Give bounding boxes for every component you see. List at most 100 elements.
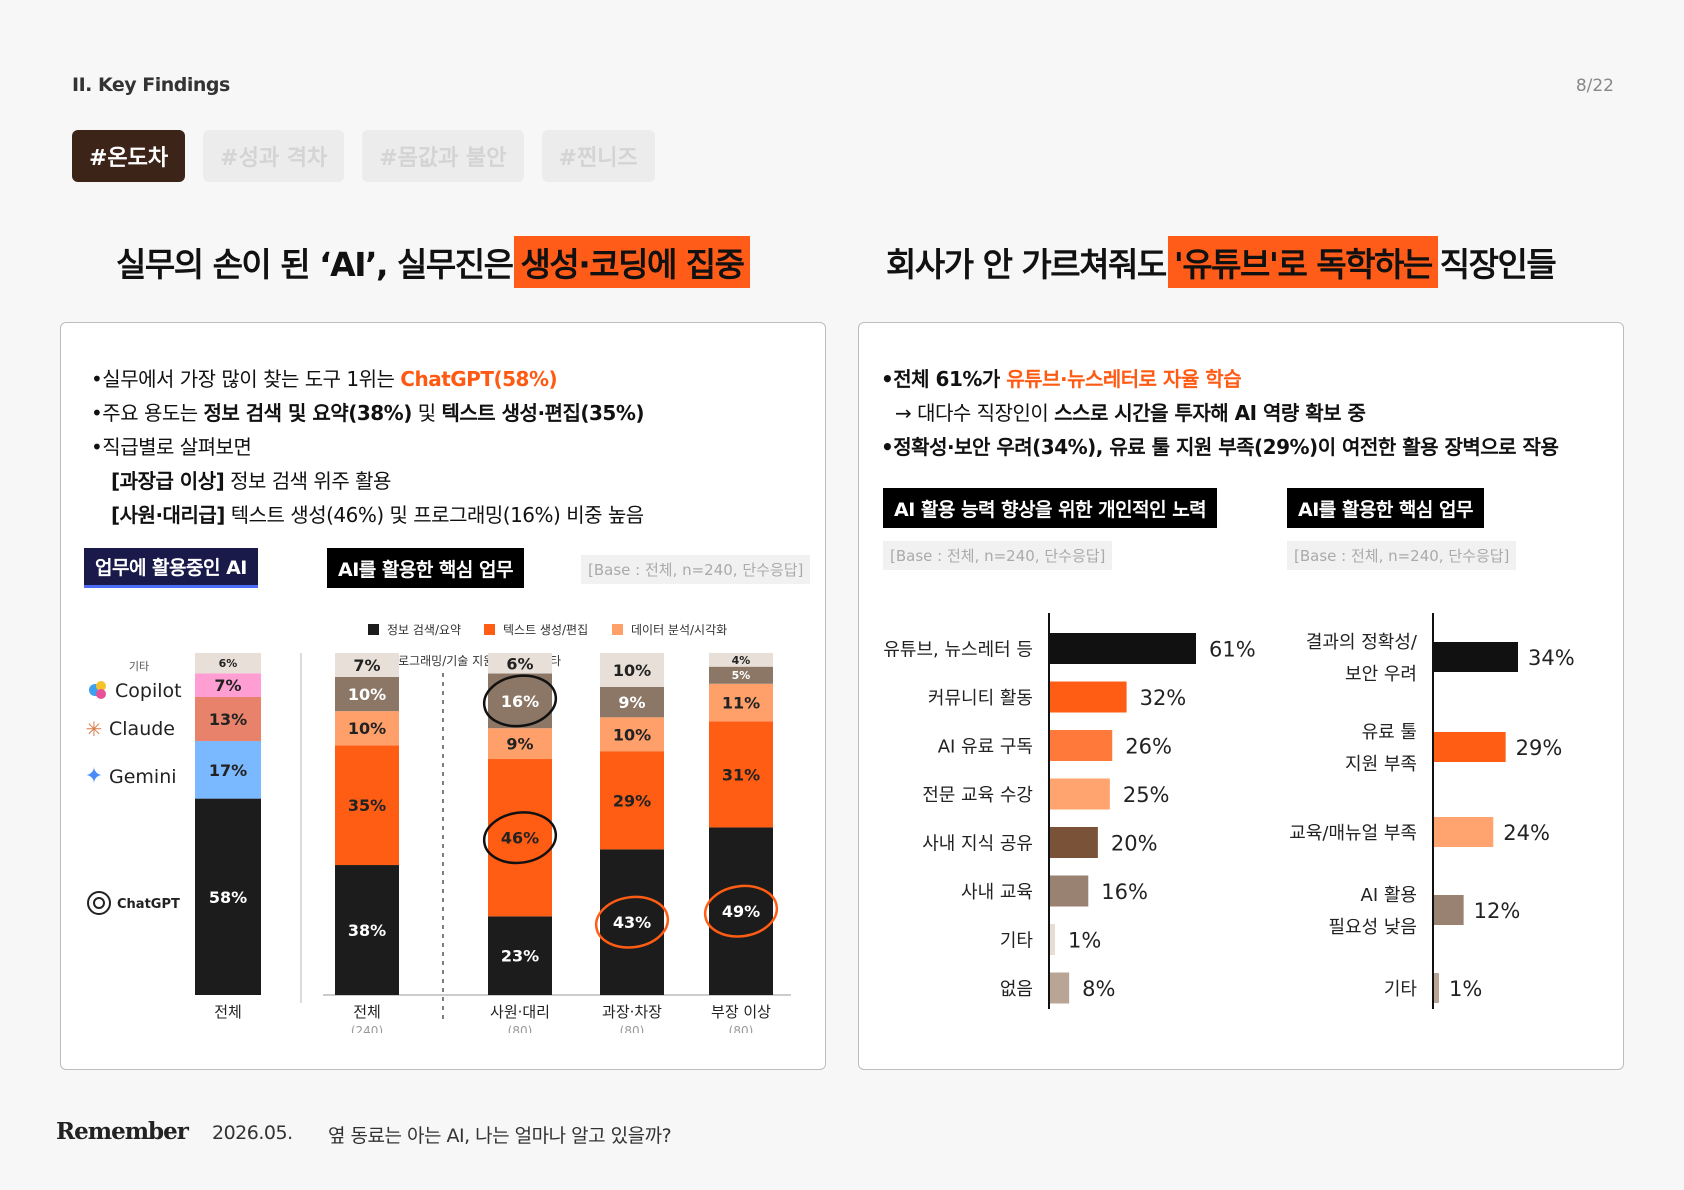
barrier-category-label: 유료 툴 xyxy=(1362,722,1417,743)
task-category-label: 과장·차장 xyxy=(602,1003,662,1021)
claude-icon: ✳ xyxy=(86,717,103,741)
task-value-label: 31% xyxy=(722,765,760,784)
effort-bar xyxy=(1050,924,1055,955)
barrier-category-label: 교육/매뉴얼 부족 xyxy=(1289,823,1417,844)
effort-chart: 유튜브, 뉴스레터 등 61% 커뮤니티 활동 32% AI 유료 구독 26% 전문 교육… xyxy=(883,613,1256,1009)
effort-bar xyxy=(1050,633,1196,664)
effort-bar xyxy=(1050,730,1113,761)
left-headline-highlight: 생성·코딩에 집중 xyxy=(514,236,750,288)
ai-tools-chart: 58% 17% 13% 7% 6% 전체 xyxy=(195,653,261,1021)
highlight-circle xyxy=(482,811,558,865)
tool-label-claude: Claude xyxy=(109,718,175,740)
barrier-value-label: 34% xyxy=(1528,646,1575,670)
highlight-circles xyxy=(482,674,779,949)
barrier-base-note: [Base : 전체, n=240, 단수응답] xyxy=(1287,541,1517,570)
task-bar-segment xyxy=(709,683,773,722)
task-value-label: 11% xyxy=(722,694,760,713)
ai-tool-bar-segment xyxy=(195,653,261,674)
tool-label-chatgpt: ChatGPT xyxy=(117,897,180,912)
left-task-label: AI를 활용한 핵심 업무 xyxy=(327,548,524,588)
right-headline-highlight: '유튜브'로 독학하는 xyxy=(1167,236,1438,288)
effort-category-label: 사내 지식 공유 xyxy=(922,834,1033,855)
left-base-note: [Base : 전체, n=240, 단수응답] xyxy=(581,555,811,584)
task-bar-segment xyxy=(600,653,664,687)
effort-category-label: 유튜브, 뉴스레터 등 xyxy=(883,640,1033,661)
effort-value-label: 61% xyxy=(1209,638,1256,662)
barrier-value-label: 29% xyxy=(1516,736,1563,760)
ai-tool-category-label: 전체 xyxy=(214,1003,242,1021)
barrier-value-label: 1% xyxy=(1449,977,1482,1001)
task-value-label: 5% xyxy=(732,669,751,682)
task-bar-segment xyxy=(600,751,664,850)
left-bullet-4: [과장급 이상] 정보 검색 위주 활용 xyxy=(111,469,391,493)
task-bar-segment xyxy=(709,721,773,828)
task-bar-segment xyxy=(600,686,664,718)
ai-tools-label: 업무에 활용중인 AI xyxy=(84,548,258,588)
ai-tool-value-label: 13% xyxy=(209,710,247,729)
right-bullets: •전체 61%가 유튜브·뉴스레터로 자율 학습 → 대다수 직장인이 스스로 … xyxy=(881,362,1559,464)
barrier-chart: 결과의 정확성/보안 우려 34% 유료 툴지원 부족 29% 교육/매뉴얼 부족 24%… xyxy=(1289,613,1575,1009)
page-number: 8/22 xyxy=(1575,76,1614,96)
task-value-label: 29% xyxy=(613,791,651,810)
task-by-position-chart: 38% 35% 10% 10% 7% 전체 (240) 23% 46% 9% 16% 6% 사원·대리 (… xyxy=(323,653,791,1033)
right-task-label: AI를 활용한 핵심 업무 xyxy=(1287,488,1484,528)
task-value-label: 10% xyxy=(613,725,651,744)
barrier-category-label: AI 활용 xyxy=(1361,885,1417,906)
legend-label: 프로그래밍/기술 지원 xyxy=(387,654,494,668)
left-panel: •실무에서 가장 많이 찾는 도구 1위는 ChatGPT(58%) •주요 용… xyxy=(60,322,826,1070)
tool-label-copilot: Copilot xyxy=(115,680,182,702)
effort-value-label: 16% xyxy=(1101,880,1148,904)
effort-bar xyxy=(1050,681,1127,713)
tag-performance-gap[interactable]: #성과 격차 xyxy=(203,130,345,182)
effort-value-label: 1% xyxy=(1068,929,1101,953)
tag-real-needs[interactable]: #찐니즈 xyxy=(541,130,655,182)
ai-tool-bar-segment xyxy=(195,798,261,995)
effort-category-label: 없음 xyxy=(1000,979,1033,1000)
task-bar-segment xyxy=(709,827,773,995)
task-value-label: 23% xyxy=(501,947,539,966)
effort-bar xyxy=(1050,972,1070,1004)
effort-category-label: 커뮤니티 활동 xyxy=(928,688,1033,709)
task-value-label: 16% xyxy=(501,692,539,711)
left-bullet-5: [사원·대리급] 텍스트 생성(46%) 및 프로그래밍(16%) 비중 높음 xyxy=(111,503,644,527)
task-value-label: 35% xyxy=(348,796,386,815)
task-category-n: (240) xyxy=(351,1024,383,1033)
left-bullets: •실무에서 가장 많이 찾는 도구 1위는 ChatGPT(58%) •주요 용… xyxy=(91,362,644,532)
effort-category-label: 기타 xyxy=(1000,931,1034,952)
legend-swatch xyxy=(368,624,379,635)
barrier-bar xyxy=(1434,817,1494,847)
tag-salary-anxiety[interactable]: #몸값과 불안 xyxy=(362,130,524,182)
task-category-label: 사원·대리 xyxy=(490,1003,550,1021)
right-headline-suffix: 직장인들 xyxy=(1439,245,1557,284)
left-bullet-2: •주요 용도는 정보 검색 및 요약(38%) 및 텍스트 생성·편집(35%) xyxy=(91,401,644,425)
effort-value-label: 20% xyxy=(1111,832,1158,856)
task-bar-segment xyxy=(335,653,399,677)
barrier-bar xyxy=(1434,642,1518,672)
tag-temperature-gap[interactable]: #온도차 xyxy=(72,130,186,182)
tool-label-gemini: Gemini xyxy=(109,766,177,788)
effort-value-label: 32% xyxy=(1140,686,1187,710)
highlight-circle xyxy=(594,895,670,949)
tool-label-other: 기타 xyxy=(129,660,149,673)
right-bullet-1: •전체 61%가 유튜브·뉴스레터로 자율 학습 xyxy=(881,367,1242,391)
tag-list: #온도차 #성과 격차 #몸값과 불안 #찐니즈 xyxy=(72,130,655,182)
task-value-label: 9% xyxy=(618,693,645,712)
barrier-category-label: 지원 부족 xyxy=(1345,754,1417,775)
barrier-category-label: 기타 xyxy=(1384,979,1418,1000)
task-category-n: (80) xyxy=(508,1024,533,1033)
task-bar-segment xyxy=(709,653,773,667)
right-panel: •전체 61%가 유튜브·뉴스레터로 자율 학습 → 대다수 직장인이 스스로 … xyxy=(858,322,1624,1070)
legend-label: 정보 검색/요약 xyxy=(387,622,461,637)
task-bar-segment xyxy=(335,865,399,995)
task-value-label: 4% xyxy=(732,654,751,667)
barrier-category-label: 보안 우려 xyxy=(1345,664,1417,685)
effort-bar xyxy=(1050,778,1110,810)
right-bullet-3: •정확성·보안 우려(34%), 유료 툴 지원 부족(29%)이 여전한 활용… xyxy=(881,435,1559,459)
highlight-circle xyxy=(703,884,779,938)
task-value-label: 10% xyxy=(348,719,386,738)
ai-tool-bar-segment xyxy=(195,697,261,742)
ai-tool-bar-segment xyxy=(195,673,261,698)
ai-tool-value-label: 6% xyxy=(219,657,238,670)
barrier-category-label: 결과의 정확성/ xyxy=(1306,632,1418,653)
task-value-label: 9% xyxy=(506,735,533,754)
